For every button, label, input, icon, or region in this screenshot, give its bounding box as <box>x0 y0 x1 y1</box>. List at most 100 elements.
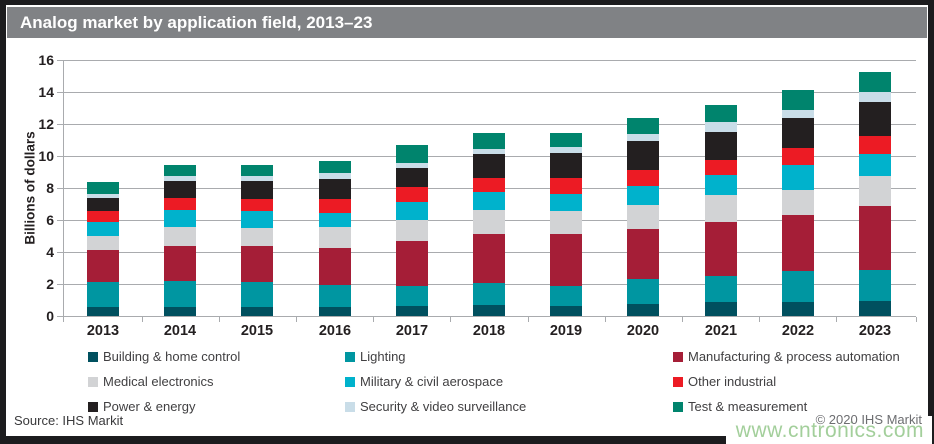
bar-segment <box>87 236 119 251</box>
bar-segment <box>473 153 505 179</box>
bar-segment <box>164 198 196 211</box>
bar-segment <box>473 304 505 316</box>
legend-item: Medical electronics <box>88 374 214 389</box>
y-tick-label: 16 <box>38 52 54 68</box>
y-tick-mark <box>57 156 63 157</box>
bar-segment <box>627 228 659 280</box>
bar-segment <box>473 283 505 305</box>
bar-segment <box>705 195 737 223</box>
watermark-text: www.cntronics.com <box>725 416 932 444</box>
y-tick-label: 2 <box>46 276 54 292</box>
bar-segment <box>241 199 273 212</box>
y-axis-line <box>63 60 64 321</box>
legend-label: Building & home control <box>103 349 241 364</box>
legend-swatch <box>345 376 355 387</box>
bar-segment <box>473 178 505 192</box>
bar-segment <box>627 140 659 171</box>
bar-segment <box>396 240 428 287</box>
bar-segment <box>550 152 582 179</box>
bar-segment <box>550 178 582 195</box>
legend-label: Security & video surveillance <box>360 399 527 414</box>
x-tick-mark <box>373 317 374 322</box>
bar-segment <box>550 132 582 148</box>
y-tick-mark <box>57 220 63 221</box>
bar-segment <box>550 147 582 153</box>
bar-segment <box>550 305 582 316</box>
x-axis-line <box>63 316 916 317</box>
bar-segment <box>550 194 582 212</box>
x-tick-mark <box>836 317 837 322</box>
x-tick-label: 2015 <box>240 323 274 339</box>
bar-segment <box>164 164 196 176</box>
bar-segment <box>782 110 814 119</box>
legend-swatch <box>345 401 355 412</box>
bar-segment <box>87 193 119 198</box>
bar-segment <box>241 164 273 176</box>
bar-segment <box>319 307 351 316</box>
bar-segment <box>550 285 582 306</box>
bar-segment <box>859 270 891 301</box>
y-tick-label: 6 <box>46 212 54 228</box>
title-bar: Analog market by application field, 2013… <box>7 7 927 38</box>
x-tick-label: 2013 <box>86 323 120 339</box>
y-tick-label: 14 <box>38 84 54 100</box>
y-tick-label: 12 <box>38 116 54 132</box>
x-tick-mark <box>63 317 64 322</box>
bar-segment <box>87 307 119 316</box>
y-tick-mark <box>57 188 63 189</box>
legend-item: Test & measurement <box>673 399 807 414</box>
bar-segment <box>782 215 814 272</box>
x-tick-mark <box>528 317 529 322</box>
bar-segment <box>241 245 273 282</box>
y-tick-mark <box>57 316 63 317</box>
legend-item: Other industrial <box>673 374 776 389</box>
legend-swatch <box>88 351 98 362</box>
x-tick-label: 2022 <box>781 323 815 339</box>
x-tick-label: 2014 <box>163 323 197 339</box>
legend-label: Test & measurement <box>688 399 808 414</box>
bar-segment <box>87 211 119 223</box>
frame-border-bottom <box>0 436 934 444</box>
bar-segment <box>319 160 351 173</box>
bar-segment <box>396 163 428 168</box>
y-tick-mark <box>57 252 63 253</box>
copyright-text: © 2020 IHS Markit <box>815 412 922 427</box>
x-tick-mark <box>682 317 683 322</box>
x-tick-mark <box>219 317 220 322</box>
legend-swatch <box>673 401 683 412</box>
bar-segment <box>782 164 814 190</box>
gridline <box>63 60 916 61</box>
bar-segment <box>859 153 891 176</box>
bar-segment <box>859 92 891 102</box>
bar-segment <box>627 134 659 141</box>
bar-segment <box>782 271 814 302</box>
bar-segment <box>627 185 659 205</box>
bar-segment <box>87 197 119 212</box>
x-tick-mark <box>759 317 760 322</box>
legend-label: Other industrial <box>688 374 777 389</box>
y-tick-mark <box>57 60 63 61</box>
x-tick-mark <box>296 317 297 322</box>
bar-segment <box>241 176 273 181</box>
x-tick-mark <box>142 317 143 322</box>
bar-segment <box>241 180 273 200</box>
x-tick-mark <box>916 317 917 322</box>
bar-segment <box>550 211 582 234</box>
bar-segment <box>319 212 351 228</box>
x-tick-label: 2017 <box>395 323 429 339</box>
bar-segment <box>859 72 891 92</box>
bar-segment <box>164 307 196 316</box>
bar-segment <box>705 222 737 276</box>
bar-segment <box>319 199 351 213</box>
bar-segment <box>859 205 891 271</box>
legend-item: Lighting <box>345 349 406 364</box>
legend-item: Building & home control <box>88 349 240 364</box>
gridline <box>63 92 916 93</box>
bar-segment <box>319 284 351 308</box>
bar-segment <box>627 279 659 304</box>
x-tick-mark <box>605 317 606 322</box>
bar-segment <box>473 148 505 154</box>
bar-segment <box>396 144 428 164</box>
page-title: Analog market by application field, 2013… <box>20 13 373 32</box>
legend-swatch <box>88 401 98 412</box>
